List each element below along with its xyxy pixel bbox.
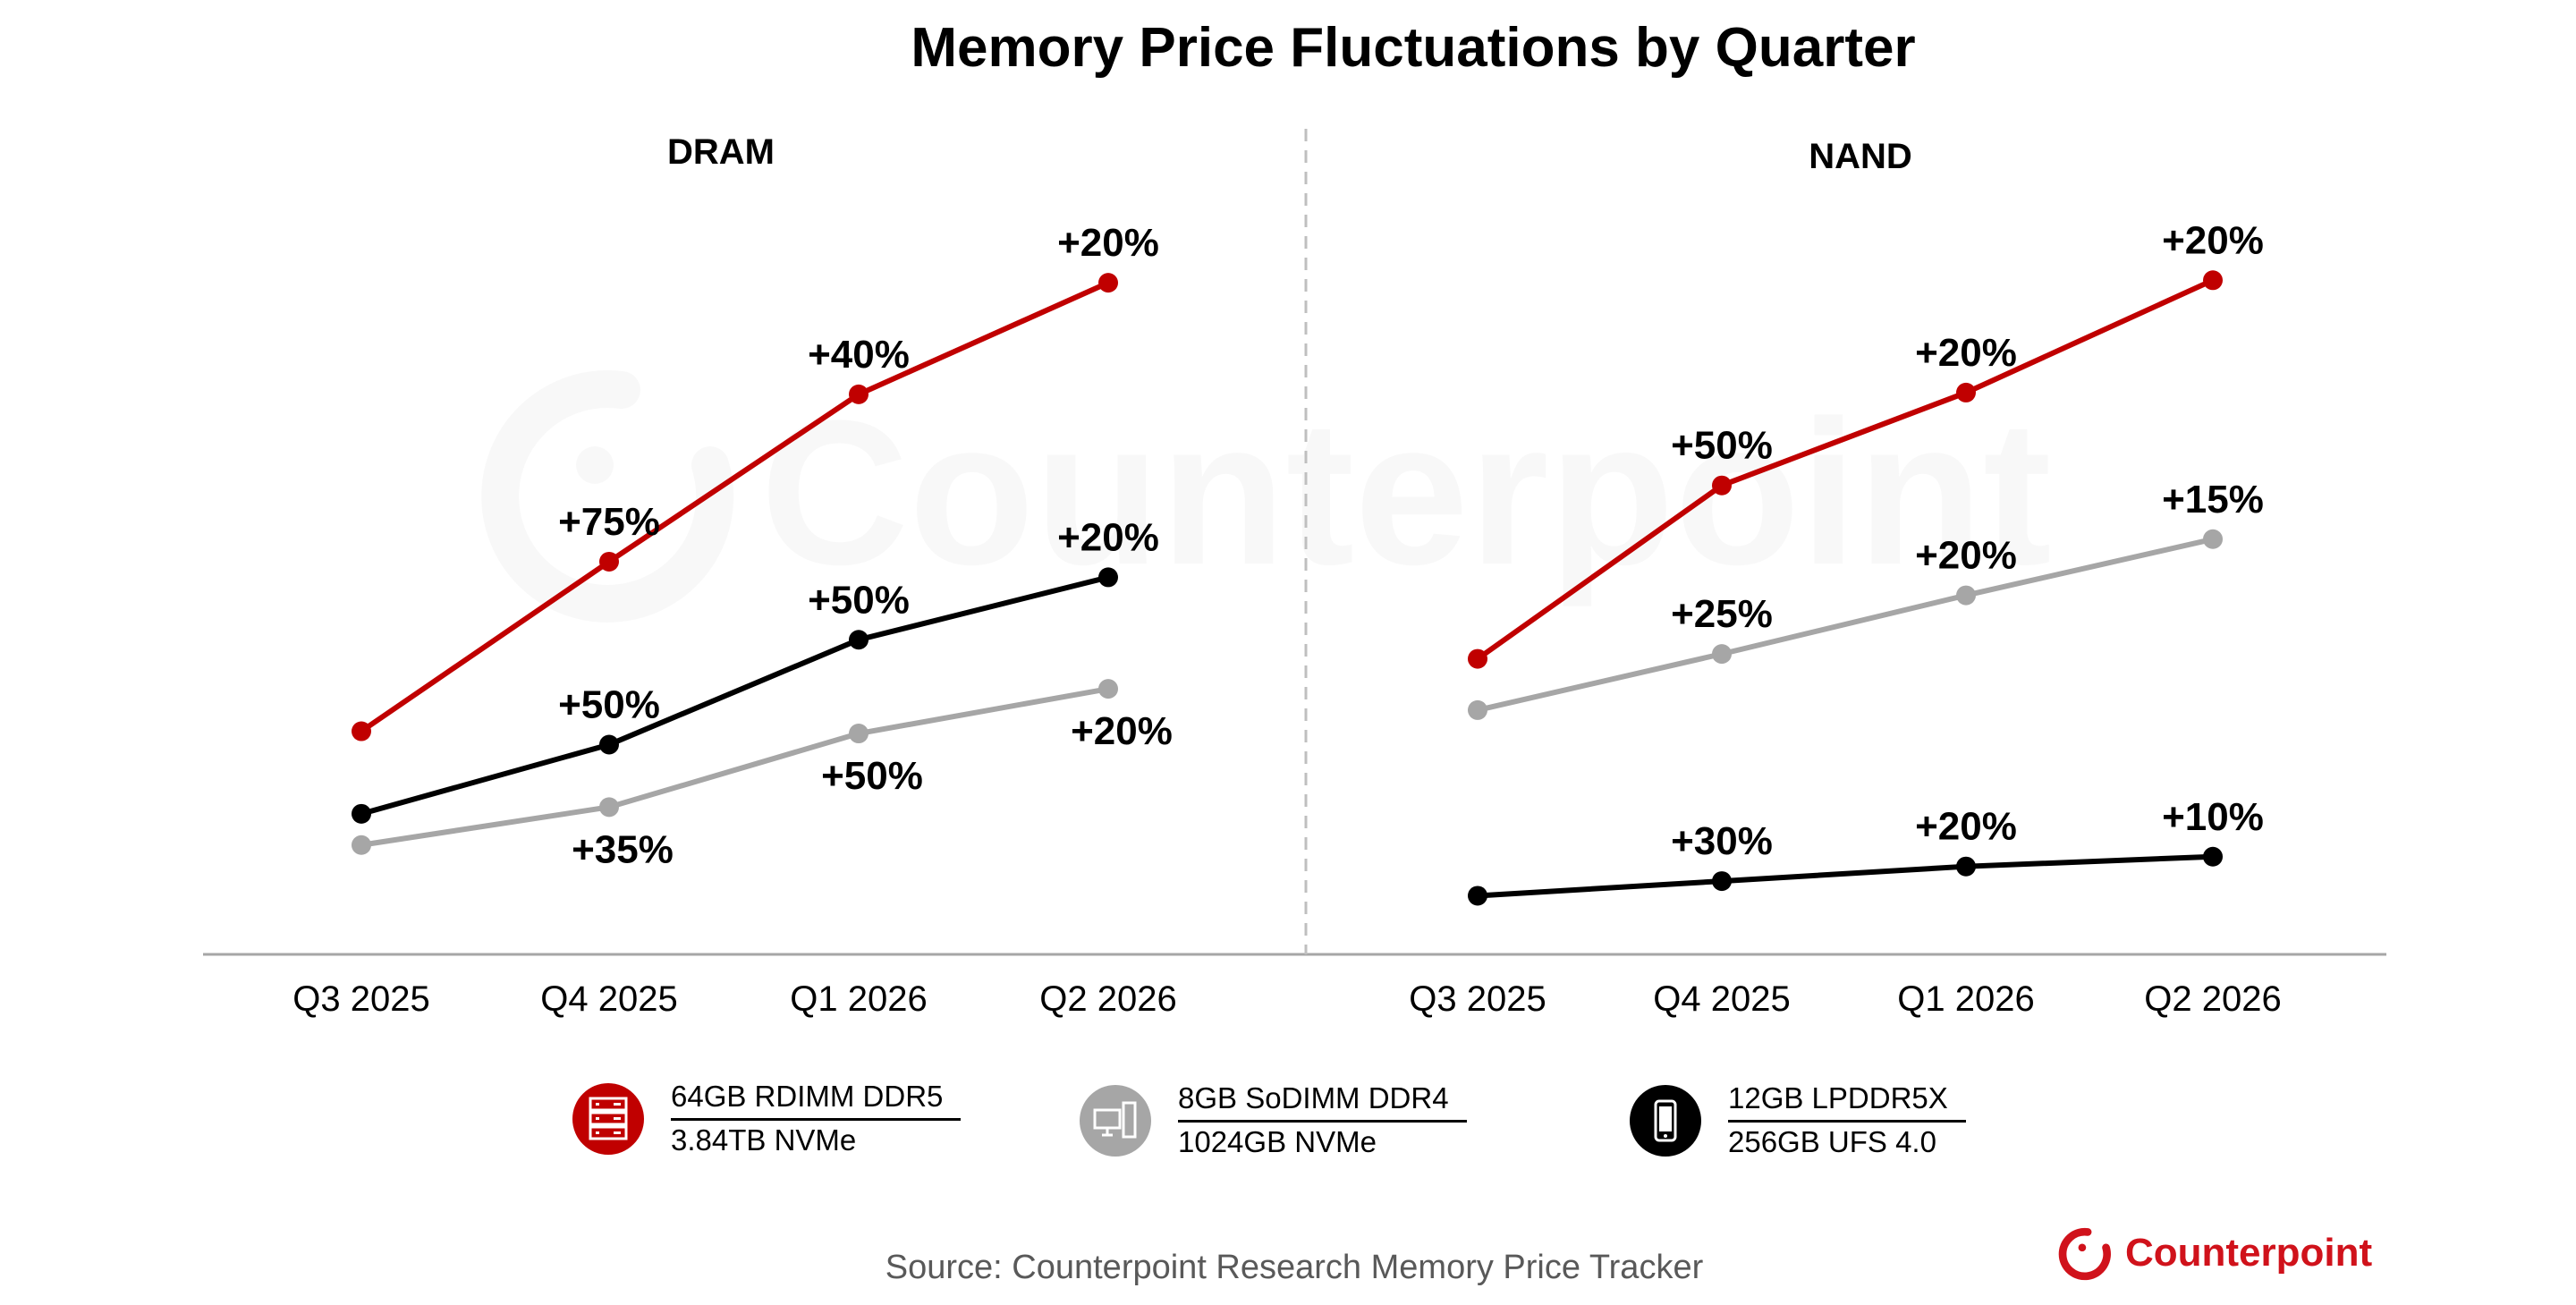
legend-item-1: 64GB RDIMM DDR5 3.84TB NVMe [572, 1079, 962, 1158]
legend-label-line1: 64GB RDIMM DDR5 [671, 1079, 962, 1121]
data-label: +50% [558, 683, 660, 727]
counterpoint-logo-icon [2058, 1227, 2111, 1281]
legend-label-line2: 256GB UFS 4.0 [1728, 1125, 1936, 1158]
x-tick-label: Q2 2026 [2144, 979, 2281, 1019]
source-note: Source: Counterpoint Research Memory Pri… [885, 1249, 1704, 1286]
data-point [1468, 886, 1487, 906]
data-label: +40% [808, 333, 910, 377]
series-line [1476, 277, 2215, 662]
data-point [599, 734, 619, 755]
desktop-computer-icon [1080, 1084, 1151, 1157]
data-label: +25% [1671, 592, 1773, 636]
data-label: +30% [1671, 819, 1773, 863]
data-point [2203, 529, 2223, 549]
legend-label-line1: 8GB SoDIMM DDR4 [1178, 1080, 1467, 1123]
series-line [360, 280, 1110, 734]
data-label: +15% [2162, 478, 2264, 521]
data-point [849, 630, 869, 650]
data-point [2203, 846, 2223, 867]
series-line [1477, 536, 2214, 713]
data-point [849, 724, 869, 744]
data-label: +20% [2162, 218, 2264, 262]
data-label: +20% [1057, 515, 1159, 559]
chart-title: Memory Price Fluctuations by Quarter [911, 17, 1916, 79]
x-tick-label: Q2 2026 [1039, 979, 1176, 1019]
legend-label-line2: 1024GB NVMe [1178, 1125, 1377, 1158]
legend-item-3: 12GB LPDDR5X 256GB UFS 4.0 [1630, 1080, 1966, 1160]
data-label: +20% [1915, 534, 2017, 578]
logo-text: Counterpoint [2125, 1231, 2373, 1275]
x-tick-label: Q4 2025 [540, 979, 677, 1019]
data-point [1712, 475, 1732, 496]
x-tick-label: Q3 2025 [292, 979, 429, 1019]
data-point [1712, 644, 1732, 665]
data-point [352, 803, 371, 824]
legend-label-line1: 12GB LPDDR5X [1728, 1080, 1966, 1123]
data-label: +75% [558, 500, 660, 544]
data-point [1956, 382, 1976, 403]
data-label: +20% [1915, 805, 2017, 849]
server-icon [572, 1082, 644, 1155]
panel-title-dram: DRAM [667, 132, 775, 172]
data-point [1468, 648, 1487, 669]
data-label: +50% [808, 578, 910, 622]
data-point [2203, 270, 2223, 291]
legend-label-line2: 3.84TB NVMe [671, 1123, 857, 1157]
data-point [1956, 585, 1976, 606]
data-point [1098, 679, 1118, 699]
data-point [849, 384, 869, 404]
series-line [360, 686, 1109, 848]
series-line [1477, 853, 2214, 899]
data-label: +35% [572, 827, 674, 871]
data-point [1468, 699, 1487, 720]
data-point [352, 835, 371, 855]
data-point [352, 721, 371, 741]
x-tick-label: Q1 2026 [790, 979, 927, 1019]
counterpoint-logo: Counterpoint [2057, 1225, 2372, 1281]
data-point [1098, 567, 1118, 588]
x-tick-label: Q1 2026 [1897, 979, 2034, 1019]
data-point [1956, 856, 1976, 877]
data-label: +50% [1671, 424, 1773, 468]
legend-item-2: 8GB SoDIMM DDR4 1024GB NVMe [1080, 1080, 1467, 1160]
x-tick-label: Q3 2025 [1409, 979, 1546, 1019]
smartphone-icon [1630, 1084, 1701, 1157]
data-point [1098, 273, 1118, 293]
data-point [599, 797, 619, 818]
data-point [599, 551, 619, 572]
data-label: +20% [1915, 331, 2017, 375]
data-label: +20% [1071, 709, 1173, 753]
series-line [360, 574, 1109, 817]
x-tick-label: Q4 2025 [1653, 979, 1790, 1019]
data-point [1712, 871, 1732, 892]
data-label: +50% [821, 754, 923, 798]
data-label: +10% [2162, 795, 2264, 839]
data-label: +20% [1057, 221, 1159, 265]
panel-title-nand: NAND [1809, 137, 1912, 176]
